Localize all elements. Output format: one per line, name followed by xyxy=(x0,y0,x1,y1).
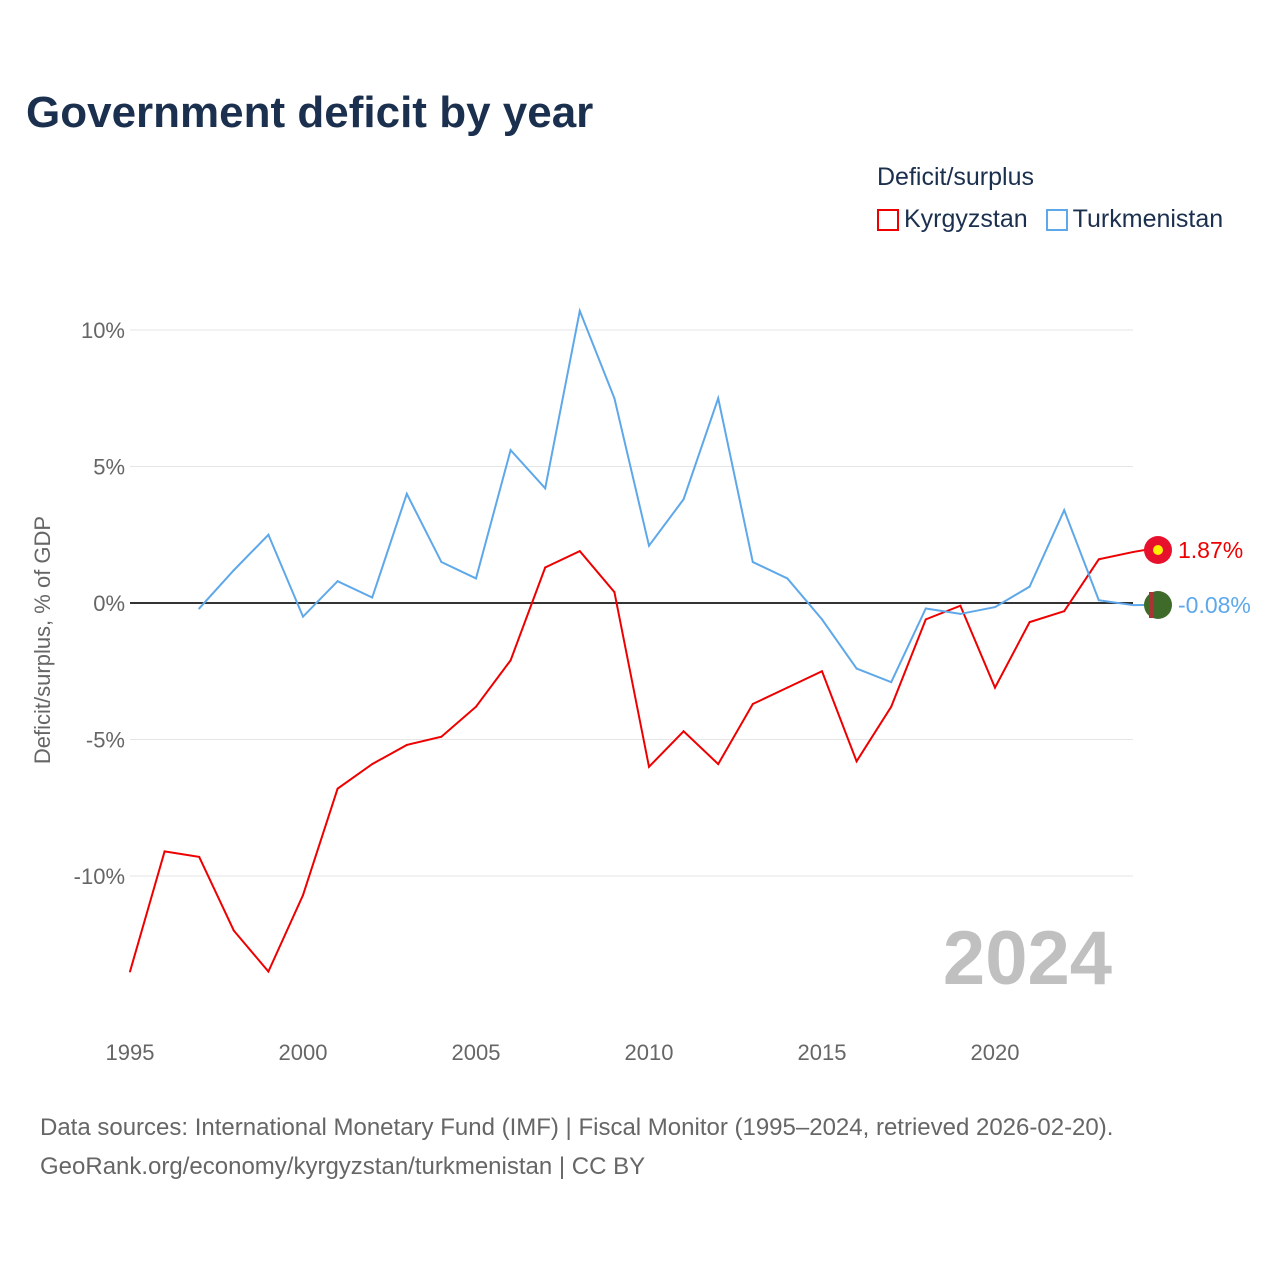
legend-item-turkmenistan[interactable]: Turkmenistan xyxy=(1045,205,1224,234)
x-tick-label: 2005 xyxy=(452,1040,501,1065)
data-point xyxy=(717,763,720,766)
data-point xyxy=(682,498,685,501)
data-point xyxy=(544,566,547,569)
end-value-label: 1.87% xyxy=(1178,537,1243,563)
data-point xyxy=(613,397,616,400)
x-tick-label: 2020 xyxy=(971,1040,1020,1065)
legend-title: Deficit/surplus xyxy=(877,163,1034,191)
data-point xyxy=(1028,585,1031,588)
data-point xyxy=(751,561,754,564)
data-point xyxy=(267,533,270,536)
footer: Data sources: International Monetary Fun… xyxy=(40,1108,1113,1186)
data-point xyxy=(198,607,201,610)
x-tick-label: 2010 xyxy=(625,1040,674,1065)
year-watermark: 2024 xyxy=(943,916,1112,1001)
data-point xyxy=(648,765,650,768)
data-point xyxy=(1063,610,1066,613)
legend-label: Turkmenistan xyxy=(1072,205,1224,233)
y-tick-label: -5% xyxy=(86,728,125,753)
data-point xyxy=(232,929,235,932)
data-point xyxy=(1097,558,1100,561)
data-point xyxy=(163,850,166,853)
legend-swatch-kyrgyzstan xyxy=(877,208,899,231)
legend-swatch-turkmenistan xyxy=(1045,208,1068,231)
data-point xyxy=(855,667,858,670)
data-point xyxy=(994,686,996,689)
data-point xyxy=(717,397,720,400)
y-tick-label: 10% xyxy=(81,318,125,343)
data-point xyxy=(855,760,858,763)
data-point xyxy=(267,970,270,973)
data-point xyxy=(440,735,443,738)
data-point xyxy=(336,580,339,583)
end-connector xyxy=(1133,549,1146,553)
data-point xyxy=(129,970,131,973)
data-point xyxy=(302,894,304,897)
y-tick-label: 5% xyxy=(93,455,125,480)
flag-sun-icon xyxy=(1153,545,1163,555)
data-point xyxy=(959,612,962,615)
data-point xyxy=(821,618,823,621)
data-point xyxy=(994,606,996,609)
data-point xyxy=(1063,509,1066,512)
data-point xyxy=(475,705,477,708)
y-tick-label: 0% xyxy=(93,591,125,616)
data-point xyxy=(786,686,789,689)
legend-label: Kyrgyzstan xyxy=(904,205,1028,233)
end-value-label: -0.08% xyxy=(1178,592,1251,618)
data-point xyxy=(578,309,581,312)
data-point xyxy=(405,492,408,495)
y-tick-label: -10% xyxy=(74,864,125,889)
data-source: Data sources: International Monetary Fun… xyxy=(40,1114,1114,1141)
data-point xyxy=(371,596,374,599)
data-point xyxy=(509,659,512,662)
data-point xyxy=(682,730,685,733)
data-point xyxy=(1028,621,1031,624)
data-point xyxy=(198,855,201,858)
source-link[interactable]: GeoRank.org/economy/kyrgyzstan/turkmenis… xyxy=(40,1153,646,1180)
x-tick-label: 1995 xyxy=(106,1040,155,1065)
data-point xyxy=(924,607,927,610)
data-point xyxy=(751,703,754,706)
data-point xyxy=(821,670,823,673)
data-point xyxy=(336,787,339,790)
series-line-kyrgyzstan xyxy=(129,549,1134,974)
data-point xyxy=(302,615,304,618)
data-point xyxy=(578,550,581,553)
x-tick-label: 2000 xyxy=(279,1040,328,1065)
data-point xyxy=(1097,599,1100,602)
data-point xyxy=(475,577,477,580)
x-tick-label: 2015 xyxy=(798,1040,847,1065)
chart-title: Government deficit by year xyxy=(26,88,594,137)
data-point xyxy=(890,705,893,708)
data-point xyxy=(440,561,443,564)
data-point xyxy=(924,618,927,621)
legend-item-kyrgyzstan[interactable]: Kyrgyzstan xyxy=(877,205,1028,234)
y-axis-label: Deficit/surplus, % of GDP xyxy=(30,516,55,764)
data-point xyxy=(544,487,547,490)
data-point xyxy=(232,569,235,572)
data-point xyxy=(405,743,408,746)
data-point xyxy=(648,544,650,547)
legend: Kyrgyzstan Turkmenistan xyxy=(877,205,1223,234)
flag-stripe-icon xyxy=(1149,592,1154,618)
data-point xyxy=(371,763,374,766)
data-point xyxy=(890,681,893,684)
data-point xyxy=(786,577,789,580)
series-line-turkmenistan xyxy=(198,307,1134,684)
data-point xyxy=(613,591,616,594)
turkmenistan-flag-icon xyxy=(1144,591,1172,619)
data-point xyxy=(509,449,512,452)
data-point xyxy=(959,604,962,607)
